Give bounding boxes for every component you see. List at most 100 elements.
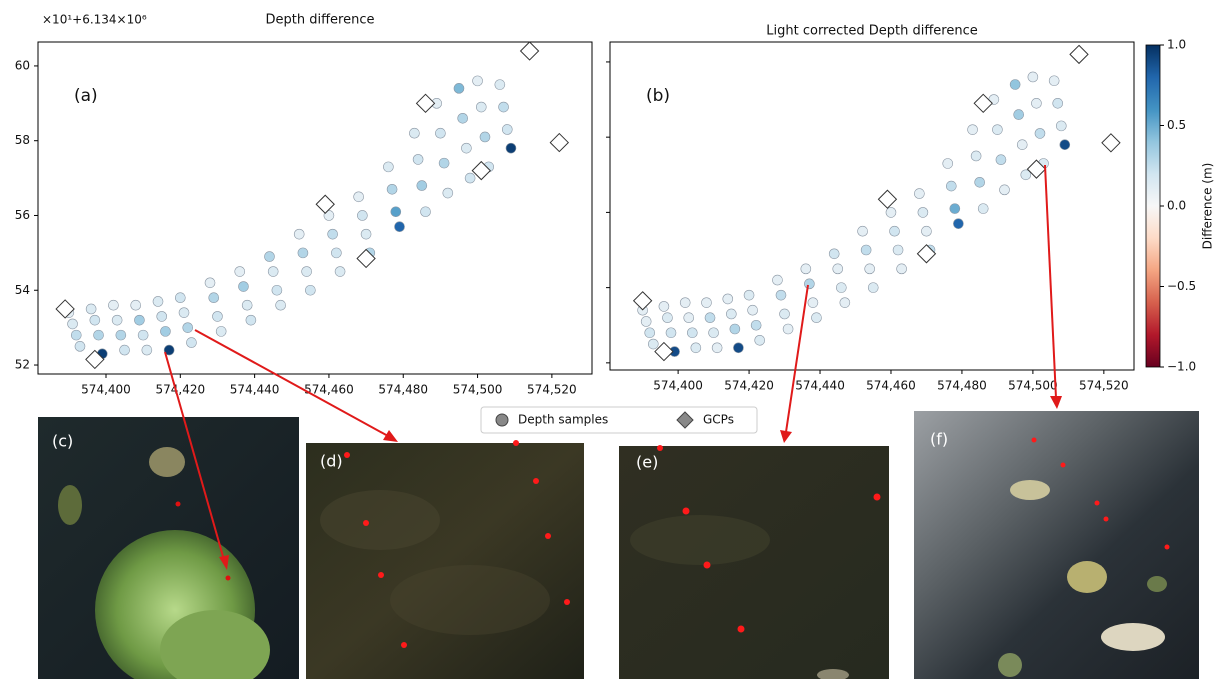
depth-sample xyxy=(241,299,253,311)
depth-sample xyxy=(108,299,119,311)
depth-sample xyxy=(733,342,744,354)
gcp-marker xyxy=(877,189,898,209)
photo-label: (d) xyxy=(320,452,343,471)
depth-sample xyxy=(1048,75,1060,87)
depth-sample xyxy=(357,210,368,221)
x-tick-label: 574,420 xyxy=(155,383,205,397)
legend: Depth samples GCPs xyxy=(480,406,758,434)
x-tick-label: 574,480 xyxy=(937,379,987,393)
depth-sample xyxy=(1059,139,1071,150)
depth-sample xyxy=(438,157,450,169)
photo-c: (c) xyxy=(38,417,299,679)
depth-sample xyxy=(917,207,929,218)
depth-sample xyxy=(331,247,342,259)
legend-label: GCPs xyxy=(703,413,734,427)
depth-sample xyxy=(134,314,145,326)
depth-sample xyxy=(275,299,286,311)
panel-label: (b) xyxy=(646,86,670,106)
depth-sample xyxy=(747,304,758,316)
depth-sample xyxy=(215,326,227,337)
depth-sample xyxy=(658,301,670,312)
depth-sample xyxy=(1009,79,1021,90)
depth-sample xyxy=(729,323,741,335)
depth-sample xyxy=(435,127,446,139)
panel-label: (a) xyxy=(74,86,98,106)
depth-sample xyxy=(67,318,78,330)
depth-sample xyxy=(1034,128,1046,139)
x-tick-label: 574,400 xyxy=(653,379,703,393)
depth-sample xyxy=(234,266,246,277)
x-tick-label: 574,400 xyxy=(81,383,131,397)
depth-sample xyxy=(679,297,691,308)
photo-d: (d) xyxy=(306,440,584,679)
depth-sample xyxy=(1055,120,1067,132)
arrows xyxy=(164,164,1062,570)
depth-sample xyxy=(832,263,844,275)
depth-sample xyxy=(889,225,900,237)
depth-sample xyxy=(160,326,171,337)
depth-sample xyxy=(115,329,127,341)
depth-sample xyxy=(152,296,164,307)
depth-sample xyxy=(111,314,123,326)
x-tick-label: 574,440 xyxy=(795,379,845,393)
depth-sample xyxy=(708,327,719,339)
depth-sample xyxy=(647,338,659,350)
depth-sample xyxy=(327,228,338,240)
depth-sample xyxy=(995,154,1007,166)
depth-sample xyxy=(479,131,491,143)
depth-sample xyxy=(442,187,454,199)
depth-sample xyxy=(464,172,476,184)
depth-sample xyxy=(726,308,737,320)
depth-sample xyxy=(85,303,97,315)
depth-sample xyxy=(828,248,840,260)
x-tick-label: 574,480 xyxy=(378,383,428,397)
depth-sample xyxy=(857,225,868,237)
depth-sample xyxy=(704,312,716,324)
depth-sample xyxy=(885,207,897,218)
depth-sample xyxy=(390,206,402,218)
colorbar-label: Difference (m) xyxy=(1201,163,1215,250)
gcp-marker xyxy=(55,299,75,319)
gcp-marker xyxy=(1101,133,1121,153)
depth-sample xyxy=(412,154,424,165)
offset-label: ×10¹+6.134×10⁶ xyxy=(42,13,147,27)
depth-sample xyxy=(119,344,130,356)
depth-sample xyxy=(665,327,677,339)
depth-sample xyxy=(775,289,787,301)
depth-sample xyxy=(305,284,316,296)
depth-sample xyxy=(967,124,978,135)
depth-sample xyxy=(811,312,822,324)
y-tick-label: 54 xyxy=(15,283,30,297)
depth-sample xyxy=(175,292,186,304)
gcp-marker xyxy=(1026,159,1047,179)
depth-sample xyxy=(1031,98,1042,109)
plot-area xyxy=(37,41,593,375)
y-tick-label: 56 xyxy=(15,208,30,222)
depth-sample xyxy=(804,278,815,290)
depth-sample xyxy=(264,251,275,262)
depth-sample xyxy=(416,180,428,191)
depth-sample xyxy=(494,79,506,90)
depth-sample xyxy=(860,244,872,256)
depth-sample xyxy=(498,101,509,113)
gcp-marker xyxy=(654,341,674,362)
depth-sample xyxy=(501,124,513,135)
depth-sample xyxy=(93,329,104,341)
depth-sample xyxy=(238,281,249,292)
depth-sample xyxy=(461,142,472,154)
depth-sample xyxy=(301,266,312,277)
depth-sample xyxy=(353,191,364,203)
depth-sample xyxy=(690,342,702,354)
depth-sample xyxy=(1016,139,1028,150)
gcp-marker xyxy=(415,93,436,114)
depth-sample xyxy=(394,221,405,232)
x-tick-label: 574,420 xyxy=(724,379,774,393)
depth-sample xyxy=(323,210,335,221)
colorbar-tick-label: −1.0 xyxy=(1167,360,1196,374)
depth-sample xyxy=(644,327,656,339)
depth-sample xyxy=(137,329,149,341)
depth-sample xyxy=(683,312,695,324)
gcp-marker xyxy=(916,244,937,264)
gcp-marker xyxy=(632,291,653,311)
depth-sample xyxy=(457,112,468,124)
